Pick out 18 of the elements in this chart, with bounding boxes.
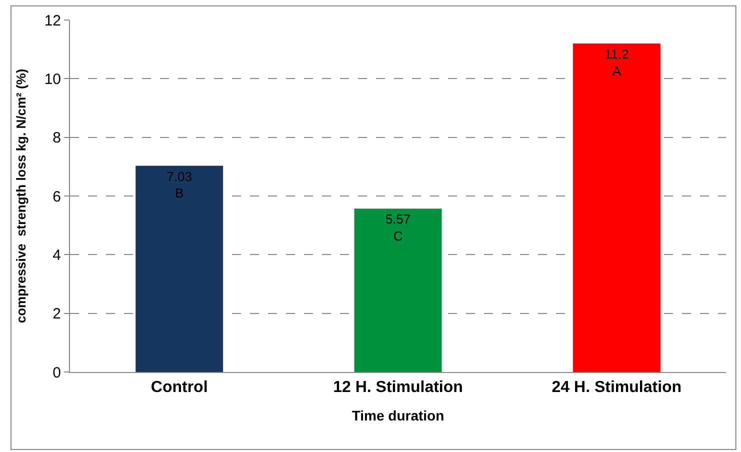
y-tick-label: 2 xyxy=(52,306,61,323)
data-label: 11.2 A xyxy=(604,46,629,78)
y-tick-label: 4 xyxy=(52,246,61,264)
y-tick-label: 10 xyxy=(44,70,61,88)
bar xyxy=(136,166,224,372)
x-tick-label: 12 H. Stimulation xyxy=(333,379,463,396)
data-label: 7.03 B xyxy=(166,168,192,201)
bar xyxy=(354,208,442,372)
x-tick-label: 24 H. Stimulation xyxy=(552,379,682,396)
x-axis-title: Time duration xyxy=(352,408,444,424)
y-tick-label: 8 xyxy=(52,130,61,147)
bar xyxy=(572,43,660,372)
y-tick-label: 6 xyxy=(52,188,61,206)
y-tick-label: 0 xyxy=(52,364,61,382)
y-tick-label: 12 xyxy=(44,12,61,30)
x-tick-label: Control xyxy=(150,379,208,396)
y-axis-title: compressive strength loss kg. N/cm² (%) xyxy=(13,68,28,324)
data-label: 5.57 C xyxy=(385,212,411,244)
